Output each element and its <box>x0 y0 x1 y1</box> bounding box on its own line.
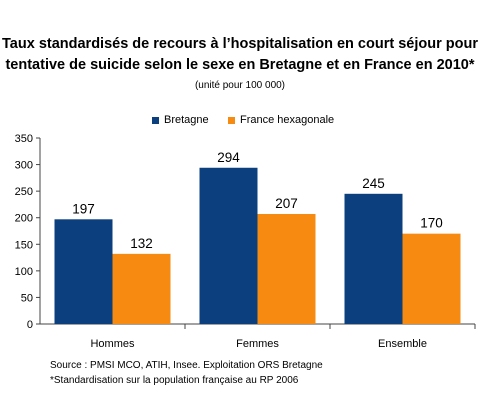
y-tick-label: 300 <box>15 160 33 172</box>
y-tick-label: 250 <box>15 186 33 198</box>
bar-bretagne-femmes <box>199 167 258 324</box>
y-tick-label: 350 <box>15 133 33 145</box>
legend-item-france: France hexagonale <box>228 114 334 126</box>
data-label: 197 <box>72 201 95 216</box>
legend-label-france: France hexagonale <box>240 114 335 126</box>
chart-title-line-1: Taux standardisés de recours à l’hospita… <box>2 36 478 52</box>
x-category-label: Femmes <box>236 338 279 350</box>
y-tick-label: 100 <box>15 266 33 278</box>
data-label: 294 <box>217 150 240 165</box>
legend-swatch-bretagne <box>152 116 159 124</box>
legend-swatch-france <box>228 116 235 124</box>
data-label: 170 <box>420 216 443 231</box>
standardisation-footnote: *Standardisation sur la population franç… <box>50 375 299 386</box>
y-tick-label: 150 <box>15 239 33 251</box>
bar-france-femmes <box>257 213 316 324</box>
y-tick-label: 0 <box>27 319 33 331</box>
y-tick-label: 50 <box>21 292 33 304</box>
data-label: 245 <box>362 176 385 191</box>
x-category-label: Ensemble <box>378 338 427 350</box>
y-tick-label: 200 <box>15 213 33 225</box>
bar-france-hommes <box>112 253 171 324</box>
data-label: 132 <box>130 236 153 251</box>
legend-item-bretagne: Bretagne <box>152 114 209 126</box>
bar-bretagne-hommes <box>54 219 113 324</box>
legend-label-bretagne: Bretagne <box>164 114 209 126</box>
bar-bretagne-ensemble <box>344 193 403 324</box>
unit-note: (unité pour 100 000) <box>194 80 286 91</box>
bar-france-ensemble <box>402 233 461 324</box>
x-category-label: Hommes <box>90 338 135 350</box>
chart-title-line-2: tentative de suicide selon le sexe en Br… <box>5 57 475 73</box>
data-label: 207 <box>275 196 298 211</box>
source-footnote: Source : PMSI MCO, ATIH, Insee. Exploita… <box>50 360 323 371</box>
